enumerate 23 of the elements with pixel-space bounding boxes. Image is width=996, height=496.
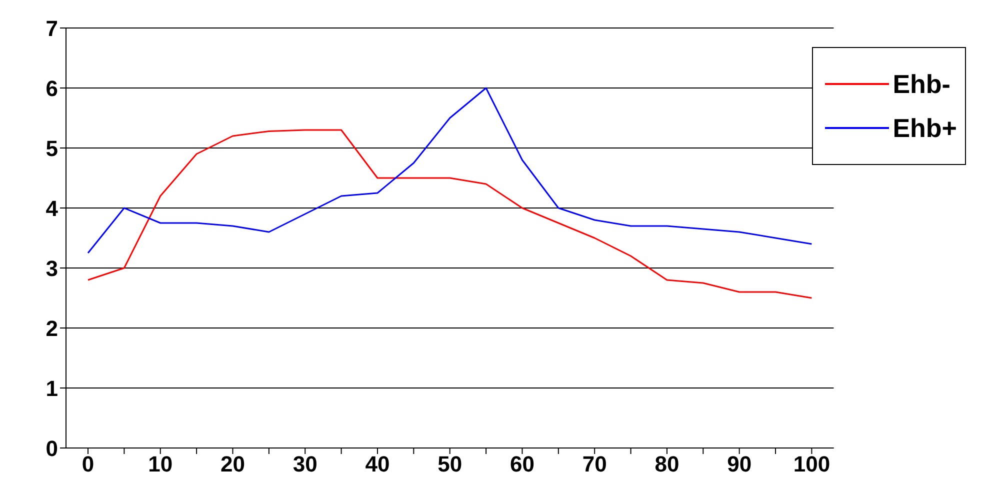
- x-tick-label: 90: [727, 452, 752, 477]
- x-tick-label: 40: [365, 452, 390, 477]
- x-tick-label: 10: [148, 452, 173, 477]
- x-tick-label: 30: [292, 452, 318, 477]
- y-tick-label: 6: [46, 76, 58, 101]
- y-tick-label: 5: [46, 136, 58, 161]
- x-tick-label: 20: [220, 452, 245, 477]
- line-series: [87, 87, 812, 254]
- legend-label: Ehb-: [892, 68, 950, 100]
- x-tick-label: 50: [438, 452, 462, 477]
- x-tick-label: 60: [510, 452, 534, 477]
- y-tick-label: 3: [46, 256, 58, 281]
- x-tick-label: 0: [82, 452, 94, 477]
- y-tick-label: 0: [46, 436, 58, 461]
- x-tick-label: 80: [654, 452, 680, 477]
- x-tick-label: 70: [582, 452, 607, 477]
- y-tick-label: 2: [46, 316, 58, 341]
- legend-label: Ehb+: [892, 112, 957, 144]
- y-tick-label: 4: [46, 196, 59, 221]
- line-series: [87, 129, 812, 299]
- y-tick-label: 1: [46, 376, 58, 401]
- y-tick-label: 7: [46, 16, 58, 41]
- x-tick-label: 100: [793, 452, 830, 477]
